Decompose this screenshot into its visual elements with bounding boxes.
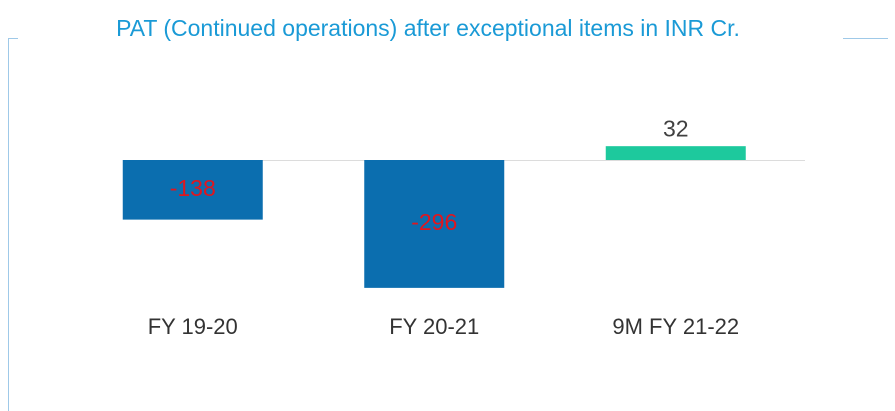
data-label: 32 xyxy=(663,115,689,141)
chart-title: PAT (Continued operations) after excepti… xyxy=(116,15,740,41)
x-tick-label: FY 19-20 xyxy=(148,314,238,339)
bar xyxy=(364,160,505,288)
x-tick-label: 9M FY 21-22 xyxy=(612,314,739,339)
x-tick-label: FY 20-21 xyxy=(389,314,479,339)
data-label: -296 xyxy=(411,209,457,235)
bar xyxy=(605,146,746,160)
data-label: -138 xyxy=(170,175,216,201)
bar xyxy=(122,160,263,220)
